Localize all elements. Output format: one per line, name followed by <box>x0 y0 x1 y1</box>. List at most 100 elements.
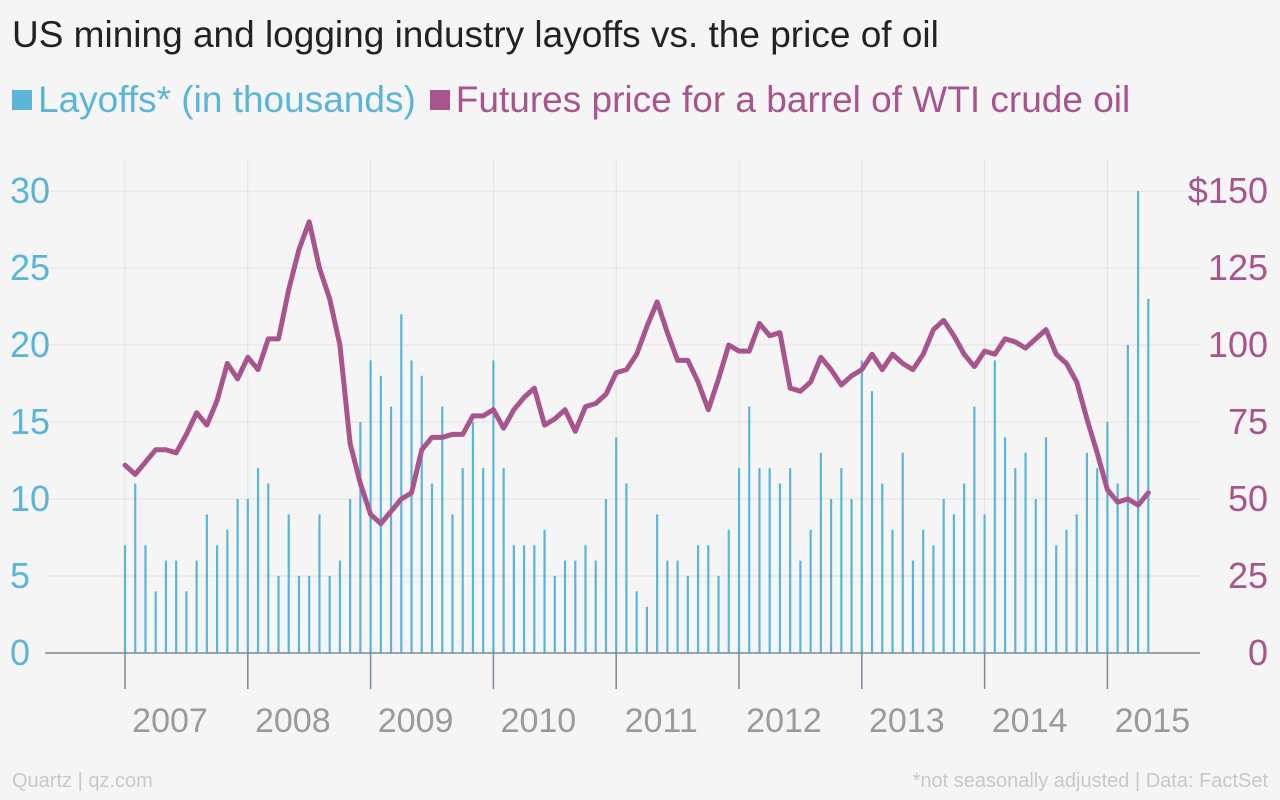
layoffs-bar <box>512 545 515 653</box>
layoffs-bar <box>349 499 352 653</box>
left-y-tick-label: 10 <box>10 478 50 519</box>
left-y-tick-label: 25 <box>10 247 50 288</box>
layoffs-bar <box>1085 452 1089 653</box>
layoffs-bar <box>1106 422 1109 653</box>
layoffs-bar <box>942 499 945 653</box>
x-tick-label: 2013 <box>869 702 945 740</box>
x-tick-label: 2007 <box>132 702 208 740</box>
layoffs-bar <box>993 360 996 653</box>
left-y-tick-label: 5 <box>10 555 30 596</box>
layoffs-bar <box>277 576 280 653</box>
layoffs-bar <box>523 545 526 653</box>
layoffs-bar <box>482 468 485 653</box>
layoffs-bar <box>604 499 608 653</box>
layoffs-bar <box>205 514 208 653</box>
layoffs-bar <box>471 422 475 653</box>
legend-label-oil: Futures price for a barrel of WTI crude … <box>455 79 1131 120</box>
layoffs-bar <box>308 576 311 653</box>
layoffs-bar <box>830 499 833 653</box>
legend-swatch-layoffs <box>12 90 32 110</box>
layoffs-bar <box>195 560 198 653</box>
layoffs-bar <box>1065 529 1068 653</box>
layoffs-bar <box>543 529 546 653</box>
layoffs-bar <box>389 406 393 653</box>
left-y-tick-label: 0 <box>10 632 30 673</box>
layoffs-bar <box>768 468 771 653</box>
layoffs-bar <box>144 545 147 653</box>
layoffs-bar <box>748 406 751 653</box>
layoffs-bar <box>1096 468 1099 653</box>
layoffs-bar <box>441 406 444 653</box>
legend-swatch-oil <box>429 90 450 110</box>
layoffs-bar <box>809 529 812 653</box>
layoffs-bar <box>338 560 341 653</box>
layoffs-bar <box>430 483 434 653</box>
layoffs-bar <box>553 576 556 653</box>
layoffs-bar <box>236 499 239 653</box>
layoffs-bar <box>778 483 782 653</box>
layoffs-bar <box>850 499 853 653</box>
source-note: *not seasonally adjusted | Data: FactSet <box>912 770 1268 792</box>
left-y-tick-label: 20 <box>10 324 50 365</box>
right-y-tick-label: 75 <box>1228 401 1268 442</box>
layoffs-bar <box>379 375 382 653</box>
layoffs-bar <box>717 576 720 653</box>
right-y-tick-label: $150 <box>1188 170 1268 211</box>
left-y-tick-label: 15 <box>10 401 50 442</box>
layoffs-bar <box>625 483 628 653</box>
layoffs-bar <box>297 576 301 653</box>
layoffs-bar <box>615 437 618 653</box>
left-y-tick-label: 30 <box>10 170 50 211</box>
layoffs-bar <box>1075 514 1078 653</box>
layoffs-bar <box>870 391 874 653</box>
layoffs-bar <box>840 468 843 653</box>
layoffs-bar <box>901 452 904 653</box>
layoffs-bar <box>932 545 935 653</box>
layoffs-bar <box>563 560 567 653</box>
layoffs-bar <box>134 483 137 653</box>
right-y-tick-label: 125 <box>1208 247 1268 288</box>
x-tick-label: 2008 <box>255 702 331 740</box>
layoffs-bar <box>256 468 260 653</box>
layoffs-bar <box>952 514 955 653</box>
x-tick-label: 2014 <box>992 702 1068 740</box>
layoffs-bar <box>533 545 536 653</box>
x-tick-label: 2015 <box>1115 702 1191 740</box>
layoffs-bar <box>1147 298 1150 653</box>
layoffs-bar <box>451 514 454 653</box>
x-tick-label: 2009 <box>378 702 454 740</box>
layoffs-bar <box>328 576 331 653</box>
layoffs-bar <box>635 591 638 653</box>
layoffs-bar <box>267 483 270 653</box>
layoffs-bar <box>983 514 986 653</box>
right-y-tick-label: 100 <box>1208 324 1268 365</box>
legend-item-layoffs: Layoffs* (in thousands) <box>12 79 416 121</box>
layoffs-bar <box>799 560 802 653</box>
layoffs-bar <box>891 529 894 653</box>
layoffs-bar <box>1055 545 1058 653</box>
layoffs-bar <box>461 468 464 653</box>
layoffs-bar <box>492 360 495 653</box>
layoffs-bar <box>287 514 290 653</box>
layoffs-bar <box>584 545 587 653</box>
layoffs-bar <box>1116 483 1119 653</box>
layoffs-bar <box>594 560 597 653</box>
layoffs-bar <box>645 606 648 653</box>
layoffs-bar <box>973 406 976 653</box>
oil-price-line <box>122 219 1151 527</box>
layoffs-bar <box>707 545 710 653</box>
layoffs-bar <box>911 560 915 653</box>
layoffs-bar <box>1024 452 1027 653</box>
layoffs-bar <box>216 545 219 653</box>
layoffs-bar <box>676 560 679 653</box>
layoffs-bar <box>318 514 321 653</box>
legend-item-oil: Futures price for a barrel of WTI crude … <box>429 79 1131 121</box>
right-y-tick-label: 0 <box>1248 632 1268 673</box>
source-credit: Quartz | qz.com <box>12 770 153 792</box>
x-tick-label: 2010 <box>501 702 577 740</box>
layoffs-bar <box>963 483 966 653</box>
legend-label-layoffs: Layoffs* (in thousands) <box>38 79 416 120</box>
layoffs-bar <box>1044 437 1048 653</box>
chart-legend: Layoffs* (in thousands) Futures price fo… <box>12 78 1144 122</box>
